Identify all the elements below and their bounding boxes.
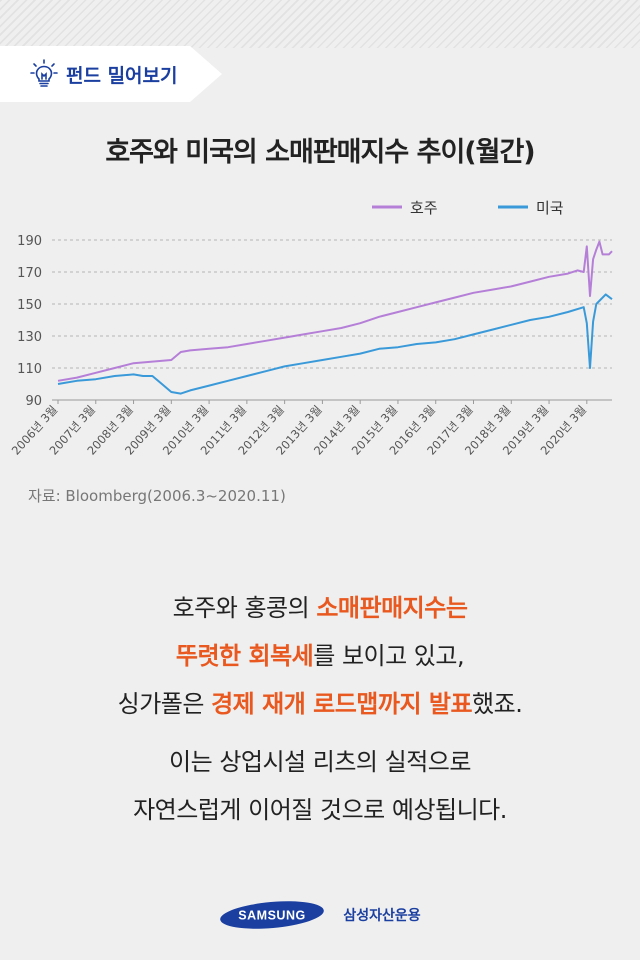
series-line-us	[57, 293, 613, 395]
body-line-3-text: 싱가폴은	[117, 690, 212, 718]
source-note: 자료: Bloomberg(2006.3~2020.11)	[28, 487, 286, 505]
legend-label: 미국	[536, 199, 564, 217]
y-tick-label: 190	[17, 234, 42, 249]
legend-label: 호주	[410, 199, 438, 217]
y-tick-label: 130	[17, 330, 42, 345]
body-line-1: 호주와 홍콩의 소매판매지수는	[0, 588, 640, 623]
y-tick-label: 150	[17, 298, 42, 313]
body-line-2: 뚜렷한 회복세를 보이고 있고,	[0, 636, 640, 671]
y-tick-label: 90	[25, 394, 42, 409]
body-line-3-highlight: 경제 재개 로드맵까지 발표	[211, 690, 473, 718]
body-line-3: 싱가폴은 경제 재개 로드맵까지 발표했죠.	[0, 684, 640, 719]
body-line-1-highlight: 소매판매지수는	[316, 594, 468, 622]
lightbulb-icon	[30, 59, 58, 87]
section-badge: 펀드 밀어보기	[0, 46, 222, 102]
body-line-2-highlight: 뚜렷한 회복세	[175, 642, 314, 670]
y-tick-label: 110	[17, 362, 42, 377]
header-hatch-band	[0, 0, 640, 48]
badge-label: 펀드 밀어보기	[66, 64, 178, 87]
body-line-4: 이는 상업시설 리츠의 실적으로	[169, 748, 471, 776]
company-name: 삼성자산운용	[343, 908, 421, 924]
samsung-logo-text: SAMSUNG	[239, 909, 306, 923]
series-line-australia	[57, 240, 613, 382]
body-line-5: 자연스럽게 이어질 것으로 예상됩니다.	[133, 796, 507, 824]
chart-title: 호주와 미국의 소매판매지수 추이(월간)	[105, 137, 535, 168]
footer: SAMSUNG 삼성자산운용	[0, 900, 640, 930]
body-line-3-tail: 했죠.	[472, 690, 523, 718]
body-line-2-text: 를 보이고 있고,	[313, 642, 465, 670]
y-tick-label: 170	[17, 266, 42, 281]
samsung-logo: SAMSUNG	[220, 901, 325, 929]
body-line-1-text: 호주와 홍콩의	[172, 594, 317, 622]
